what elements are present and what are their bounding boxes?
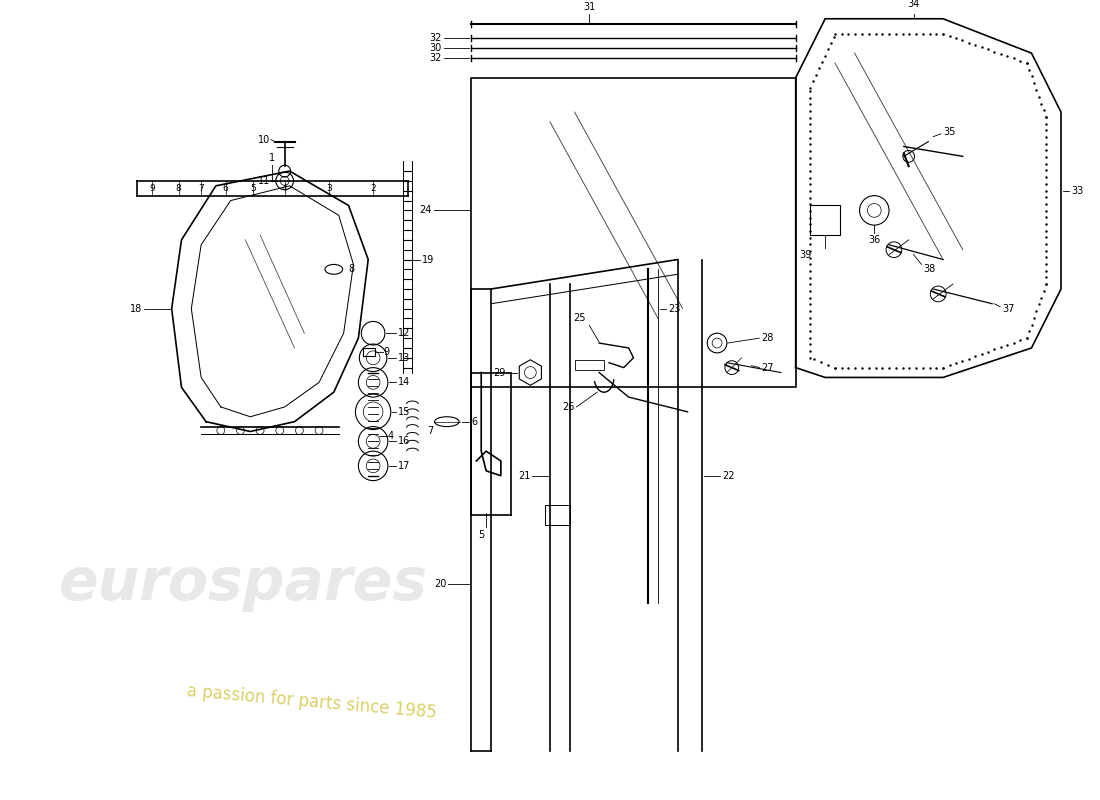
Text: 27: 27 <box>761 362 773 373</box>
Text: 5: 5 <box>251 184 256 193</box>
Text: 21: 21 <box>518 470 530 481</box>
Text: a passion for parts since 1985: a passion for parts since 1985 <box>186 682 438 722</box>
Bar <box>811 206 840 235</box>
Text: 7: 7 <box>427 426 433 437</box>
Text: 25: 25 <box>573 314 585 323</box>
Text: 31: 31 <box>583 2 595 12</box>
Text: 17: 17 <box>398 461 410 471</box>
Text: 12: 12 <box>398 328 410 338</box>
Text: 36: 36 <box>868 235 880 245</box>
Text: 35: 35 <box>943 126 956 137</box>
Text: 6: 6 <box>472 417 477 426</box>
Text: 9: 9 <box>383 347 389 357</box>
Text: 19: 19 <box>422 254 435 265</box>
Text: 7: 7 <box>198 184 204 193</box>
Text: 24: 24 <box>420 206 432 215</box>
Text: 23: 23 <box>668 304 680 314</box>
Text: 38: 38 <box>923 264 936 274</box>
Text: 16: 16 <box>398 436 410 446</box>
Text: 1: 1 <box>270 154 275 163</box>
Text: 20: 20 <box>434 579 447 589</box>
Text: 6: 6 <box>223 184 229 193</box>
Text: 8: 8 <box>176 184 182 193</box>
Text: eurospares: eurospares <box>58 555 428 612</box>
Text: 10: 10 <box>257 134 270 145</box>
Bar <box>574 360 604 370</box>
Text: 3: 3 <box>326 184 332 193</box>
Text: 8: 8 <box>349 264 354 274</box>
Text: 28: 28 <box>761 333 773 343</box>
Text: 37: 37 <box>1002 304 1014 314</box>
Text: 5: 5 <box>478 530 484 540</box>
Text: 11: 11 <box>257 176 270 186</box>
Text: 13: 13 <box>398 353 410 362</box>
Bar <box>546 505 570 525</box>
Text: 15: 15 <box>398 407 410 417</box>
Text: 39: 39 <box>800 250 812 260</box>
Text: 18: 18 <box>130 304 142 314</box>
Text: 22: 22 <box>722 470 735 481</box>
Text: 30: 30 <box>430 43 442 54</box>
Text: 26: 26 <box>562 402 574 412</box>
Text: 33: 33 <box>1070 186 1084 196</box>
Text: 9: 9 <box>150 184 155 193</box>
Text: 34: 34 <box>908 0 920 9</box>
Text: 4: 4 <box>388 431 394 442</box>
Text: 32: 32 <box>429 34 442 43</box>
Text: 4: 4 <box>282 184 287 193</box>
Text: 2: 2 <box>371 184 376 193</box>
Text: 32: 32 <box>429 53 442 63</box>
Text: 14: 14 <box>398 378 410 387</box>
Text: 29: 29 <box>494 367 506 378</box>
